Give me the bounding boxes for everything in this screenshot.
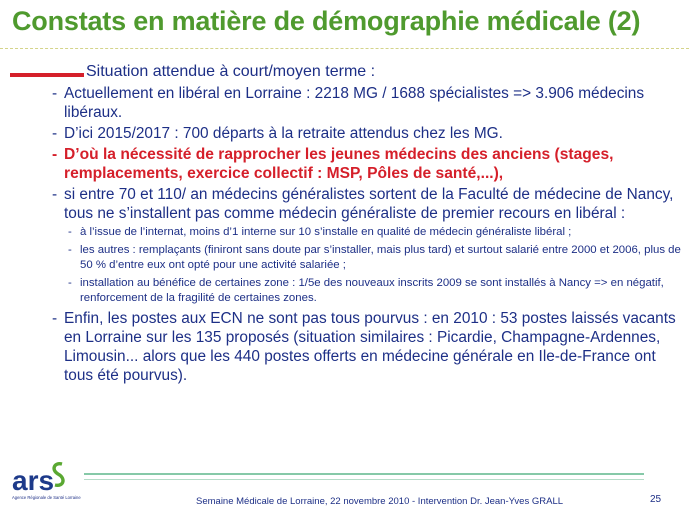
- dash-icon: -: [52, 146, 58, 163]
- item-text: D’où la nécessité de rapprocher les jeun…: [64, 146, 614, 182]
- red-accent-bar: [10, 73, 84, 77]
- list-item: - Enfin, les postes aux ECN ne sont pas …: [52, 309, 682, 385]
- logo-text: ars: [12, 465, 54, 496]
- dash-icon: -: [68, 226, 72, 238]
- sub-item-text: les autres : remplaçants (finiront sans …: [80, 244, 681, 271]
- item-text: Enfin, les postes aux ECN ne sont pas to…: [64, 310, 676, 384]
- sub-item-text: installation au bénéfice de certaines zo…: [80, 277, 664, 304]
- dash-icon: -: [52, 85, 58, 102]
- bullet-list: - Actuellement en libéral en Lorraine : …: [52, 84, 682, 387]
- title-divider: [0, 48, 689, 49]
- footer-rule-secondary: [84, 479, 644, 480]
- lead-text: Situation attendue à court/moyen terme :: [86, 63, 376, 80]
- item-text: si entre 70 et 110/ an médecins générali…: [64, 186, 674, 222]
- list-item: - Actuellement en libéral en Lorraine : …: [52, 84, 682, 122]
- slide-title: Constats en matière de démographie médic…: [12, 6, 641, 36]
- dash-icon: -: [52, 310, 58, 327]
- item-text: Actuellement en libéral en Lorraine : 22…: [64, 85, 645, 121]
- dash-icon: -: [52, 186, 58, 203]
- page-number: 25: [650, 494, 662, 505]
- list-item-highlight: - D’où la nécessité de rapprocher les je…: [52, 145, 682, 183]
- sub-item-text: à l’issue de l’internat, moins d’1 inter…: [80, 226, 572, 238]
- dash-icon: -: [68, 244, 72, 256]
- list-item: - si entre 70 et 110/ an médecins généra…: [52, 185, 682, 223]
- ars-logo: ars: [12, 462, 65, 496]
- footer-rule: [84, 473, 644, 475]
- sub-item: - installation au bénéfice de certaines …: [64, 276, 682, 306]
- list-item: - D’ici 2015/2017 : 700 départs à la ret…: [52, 124, 682, 143]
- dash-icon: -: [68, 277, 72, 289]
- dash-icon: -: [52, 125, 58, 142]
- sub-item: - les autres : remplaçants (finiront san…: [64, 243, 682, 273]
- footer-text: Semaine Médicale de Lorraine, 22 novembr…: [196, 496, 564, 507]
- sub-item: - à l’issue de l’internat, moins d’1 int…: [64, 225, 682, 240]
- item-text: D’ici 2015/2017 : 700 départs à la retra…: [64, 125, 503, 142]
- logo-tagline: Agence Régionale de Santé Lorraine: [12, 495, 81, 500]
